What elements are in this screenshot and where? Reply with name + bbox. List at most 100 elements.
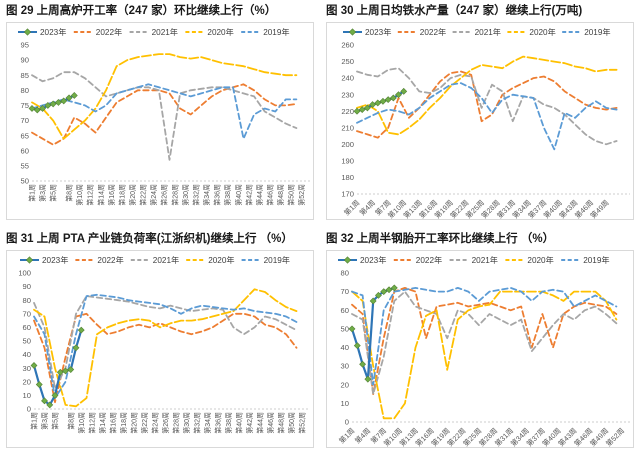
- data-point-diamond: [55, 98, 62, 106]
- legend-label-2023年: 2023年: [360, 255, 386, 265]
- data-point-diamond: [72, 344, 80, 352]
- y-tick-label: 60: [341, 306, 349, 315]
- y-tick-label: 20: [341, 380, 349, 389]
- x-tick-label: 第32周: [192, 412, 201, 434]
- x-tick-label: 第50周: [287, 184, 296, 206]
- x-tick-label: 第42周: [245, 412, 254, 434]
- chart-box: 2023年 2022年 2021年 2020年 2019年 170 180 190 200 210…: [326, 22, 634, 220]
- legend-label-2022年: 2022年: [97, 255, 123, 265]
- data-point-diamond: [49, 100, 57, 108]
- data-point-diamond: [389, 94, 397, 102]
- line-chart-blast-furnace: 2023年 2022年 2021年 2020年 2019年 50 55 60 65 70 75 80 8…: [18, 27, 310, 206]
- legend-label-2022年: 2022年: [416, 255, 442, 265]
- x-tick-label: 第10周: [77, 412, 86, 434]
- data-point-diamond: [385, 286, 393, 294]
- x-tick-label: 第12周: [87, 412, 96, 434]
- y-tick-label: 200: [341, 140, 354, 149]
- y-tick-label: 50: [21, 177, 29, 186]
- data-point-diamond: [33, 106, 41, 114]
- x-tick-label: 第38周: [223, 184, 232, 206]
- data-point-diamond: [51, 391, 59, 399]
- x-tick-label: 第18周: [117, 184, 126, 206]
- data-point-diamond: [390, 284, 398, 292]
- x-tick-label: 第5周: [51, 412, 60, 430]
- x-tick-label: 第36周: [213, 412, 222, 434]
- chart-line-2021年: [356, 67, 618, 146]
- data-point-diamond: [395, 91, 402, 99]
- data-point-diamond: [41, 397, 48, 405]
- data-point-diamond: [358, 106, 366, 113]
- y-tick-label: 0: [27, 405, 31, 414]
- x-tick-label: 第20周: [128, 184, 137, 206]
- x-tick-label: 第30周: [182, 412, 191, 434]
- x-tick-label: 第24周: [149, 184, 158, 206]
- data-point-diamond: [369, 297, 377, 305]
- y-tick-label: 30: [341, 362, 349, 371]
- data-point-diamond: [28, 105, 36, 112]
- chart-box: 2023年 2022年 2021年 2020年 2019年 0 10 20 30 40 50 60 70…: [326, 250, 634, 448]
- x-tick-label: 第26周: [160, 184, 169, 206]
- chart-line-2020年: [356, 55, 618, 136]
- y-tick-label: 210: [341, 123, 354, 132]
- x-tick-label: 第52周: [297, 184, 306, 206]
- x-tick-label: 第8周: [66, 412, 75, 430]
- x-tick-label: 第4周: [353, 426, 372, 445]
- line-chart-pta: 2023年 2022年 2021年 2020年 2019年 0 10 20 30 40 50 60 70…: [18, 255, 310, 434]
- panel-blast-furnace-rate: 图 29 上周高炉开工率（247 家）环比继续上行（%） 2023年 2022年 2…: [0, 0, 320, 228]
- chart-line-2022年: [351, 287, 618, 396]
- x-tick-label: 第38周: [224, 412, 233, 434]
- data-point-diamond: [363, 104, 371, 112]
- y-tick-label: 85: [21, 71, 29, 80]
- y-tick-label: 70: [23, 309, 31, 318]
- chart-line-2019年: [31, 83, 298, 140]
- data-point-diamond: [384, 96, 392, 104]
- x-tick-label: 第12周: [86, 184, 95, 206]
- x-tick-label: 第34周: [203, 412, 212, 434]
- data-point-diamond: [379, 97, 387, 105]
- x-tick-label: 第3周: [38, 184, 47, 202]
- data-point-diamond: [348, 325, 356, 333]
- y-tick-label: 0: [345, 418, 349, 427]
- chart-line-2023年: [32, 328, 83, 406]
- x-tick-label: 第3周: [40, 412, 49, 430]
- x-tick-label: 第1周: [337, 426, 356, 445]
- x-tick-label: 第30周: [181, 184, 190, 206]
- y-tick-label: 95: [21, 41, 29, 50]
- y-tick-label: 40: [341, 343, 349, 352]
- x-tick-label: 第8周: [65, 184, 74, 202]
- x-tick-label: 第40周: [234, 412, 243, 434]
- line-chart-hot-metal: 2023年 2022年 2021年 2020年 2019年 170 180 190 200 210…: [341, 27, 630, 219]
- panel-pta-load-rate: 图 31 上周 PTA 产业链负荷率(江浙织机)继续上行 （%） 2023年 20…: [0, 228, 320, 457]
- y-tick-label: 90: [21, 56, 29, 65]
- legend-label-2022年: 2022年: [96, 27, 122, 37]
- x-tick-label: 第1周: [28, 184, 37, 202]
- x-tick-label: 第24周: [150, 412, 159, 434]
- legend-label-2019年: 2019年: [264, 255, 290, 265]
- line-chart-tire: 2023年 2022年 2021年 2020年 2019年 0 10 20 30 40 50 60 70…: [337, 255, 630, 447]
- legend-label-2023年: 2023年: [365, 27, 391, 37]
- data-point-diamond: [353, 342, 361, 350]
- x-tick-label: 第1周: [30, 412, 39, 430]
- x-tick-label: 第4周: [358, 198, 377, 217]
- y-tick-label: 180: [341, 173, 354, 182]
- x-tick-label: 第10周: [75, 184, 84, 206]
- chart-line-2021年: [33, 295, 298, 390]
- x-tick-label: 第48周: [276, 412, 285, 434]
- legend-diamond-marker: [23, 28, 32, 36]
- data-point-diamond: [65, 94, 73, 102]
- data-point-diamond: [60, 97, 68, 105]
- x-tick-label: 第42周: [244, 184, 253, 206]
- chart-line-2021年: [351, 290, 618, 396]
- y-tick-label: 230: [341, 90, 354, 99]
- legend-label-2020年: 2020年: [529, 27, 555, 37]
- data-point-diamond: [77, 326, 85, 334]
- legend-diamond-marker: [348, 28, 357, 36]
- chart-title: 图 31 上周 PTA 产业链负荷率(江浙织机)继续上行 （%）: [6, 233, 293, 245]
- y-tick-label: 80: [341, 269, 349, 278]
- data-point-diamond: [353, 107, 361, 115]
- x-tick-label: 第40周: [234, 184, 243, 206]
- chart-line-2019年: [356, 82, 618, 151]
- y-tick-label: 240: [341, 74, 354, 83]
- data-point-diamond: [380, 288, 388, 296]
- chart-line-2019年: [33, 293, 298, 400]
